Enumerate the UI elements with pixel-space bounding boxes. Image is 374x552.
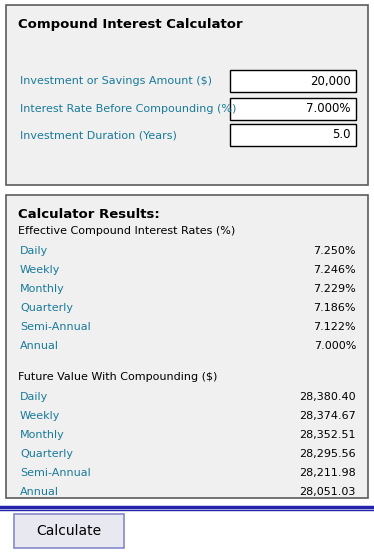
- FancyBboxPatch shape: [6, 195, 368, 498]
- Text: 7.246%: 7.246%: [313, 265, 356, 275]
- FancyBboxPatch shape: [230, 124, 356, 146]
- Text: Daily: Daily: [20, 392, 48, 402]
- Text: Monthly: Monthly: [20, 430, 65, 440]
- FancyBboxPatch shape: [230, 98, 356, 120]
- FancyBboxPatch shape: [14, 514, 124, 548]
- Text: Annual: Annual: [20, 341, 59, 351]
- Text: 5.0: 5.0: [332, 129, 351, 141]
- Text: Weekly: Weekly: [20, 265, 60, 275]
- Text: Semi-Annual: Semi-Annual: [20, 322, 91, 332]
- Text: 7.000%: 7.000%: [314, 341, 356, 351]
- Text: 28,352.51: 28,352.51: [300, 430, 356, 440]
- Text: Compound Interest Calculator: Compound Interest Calculator: [18, 18, 243, 31]
- Text: Quarterly: Quarterly: [20, 303, 73, 313]
- FancyBboxPatch shape: [230, 70, 356, 92]
- Text: 7.122%: 7.122%: [313, 322, 356, 332]
- Text: 28,374.67: 28,374.67: [299, 411, 356, 421]
- Text: Daily: Daily: [20, 246, 48, 256]
- Text: 28,211.98: 28,211.98: [299, 468, 356, 478]
- Text: 7.186%: 7.186%: [313, 303, 356, 313]
- Text: Interest Rate Before Compounding (%): Interest Rate Before Compounding (%): [20, 104, 236, 114]
- Text: Calculate: Calculate: [36, 524, 102, 538]
- Text: Semi-Annual: Semi-Annual: [20, 468, 91, 478]
- Text: Effective Compound Interest Rates (%): Effective Compound Interest Rates (%): [18, 226, 235, 236]
- Text: Future Value With Compounding ($): Future Value With Compounding ($): [18, 372, 217, 382]
- Text: 28,380.40: 28,380.40: [299, 392, 356, 402]
- FancyBboxPatch shape: [6, 5, 368, 185]
- Text: Quarterly: Quarterly: [20, 449, 73, 459]
- Text: Weekly: Weekly: [20, 411, 60, 421]
- Text: 7.229%: 7.229%: [313, 284, 356, 294]
- Text: 28,295.56: 28,295.56: [299, 449, 356, 459]
- Text: Investment or Savings Amount ($): Investment or Savings Amount ($): [20, 76, 212, 86]
- Text: 28,051.03: 28,051.03: [300, 487, 356, 497]
- Text: 7.250%: 7.250%: [313, 246, 356, 256]
- Text: Annual: Annual: [20, 487, 59, 497]
- Text: Investment Duration (Years): Investment Duration (Years): [20, 130, 177, 140]
- Text: Monthly: Monthly: [20, 284, 65, 294]
- Text: 7.000%: 7.000%: [307, 103, 351, 115]
- Text: 20,000: 20,000: [310, 75, 351, 88]
- Text: Calculator Results:: Calculator Results:: [18, 208, 160, 221]
